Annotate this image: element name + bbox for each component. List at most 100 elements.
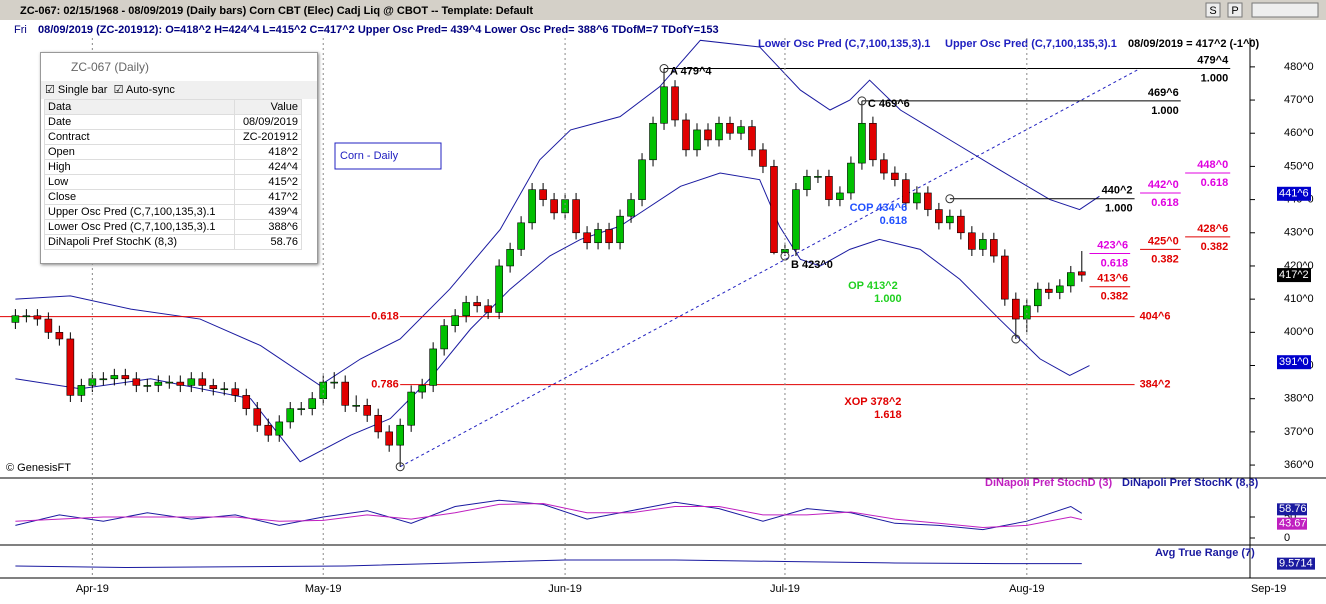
level-label: 423^6	[1097, 239, 1128, 251]
candle-body	[110, 375, 119, 380]
candle-body	[825, 176, 833, 200]
pivot-marker	[1011, 334, 1021, 344]
window-controls[interactable]	[1251, 2, 1319, 18]
trendline	[399, 68, 1141, 468]
s-button[interactable]	[1205, 2, 1221, 18]
candle-body	[165, 381, 174, 384]
candle-body	[605, 229, 613, 244]
level-ratio: 0.382	[1201, 241, 1229, 253]
candle-body	[275, 421, 284, 436]
last-note: 08/09/2019 = 417^2 (-1^0)	[1128, 38, 1260, 50]
candle-body	[660, 86, 668, 124]
price-panel	[0, 39, 1231, 472]
stoch-line	[15, 503, 1082, 529]
candle-body	[539, 189, 547, 200]
candle-body	[671, 86, 679, 121]
objective-ratio: 1.000	[874, 293, 902, 305]
title-bar	[0, 0, 1326, 20]
osc-band	[15, 172, 1090, 463]
atr-value-box	[1277, 557, 1315, 570]
data-row: Close 417^2	[44, 189, 303, 205]
candle-body	[231, 388, 240, 396]
legend-lower: Lower Osc Pred (C,7,100,135,3).1	[758, 38, 930, 50]
option[interactable]: Auto-sync	[125, 84, 175, 96]
candle-body	[616, 215, 624, 244]
candle-body	[979, 239, 987, 250]
candle-body	[429, 348, 437, 386]
candle-body	[363, 405, 371, 416]
cell: Date	[44, 114, 235, 130]
level-ratio: 1.000	[1151, 105, 1179, 117]
candle-body	[858, 122, 866, 164]
candle-body	[385, 431, 393, 446]
price-highlight	[1277, 268, 1311, 283]
column-header: Value	[233, 99, 303, 115]
legend-upper: Upper Osc Pred (C,7,100,135,3).1	[945, 38, 1117, 50]
chart-label-box	[334, 142, 442, 170]
stoch-value: 43.67	[1279, 518, 1307, 530]
candle-body	[847, 162, 855, 194]
candle-body	[33, 315, 42, 320]
y-tick-label: 450^0	[1284, 160, 1314, 172]
status-text: 08/09/2019 (ZC-201912): O=418^2 H=424^4 …	[38, 24, 719, 36]
y-tick-label: 400^0	[1284, 326, 1314, 338]
cell: 415^2	[233, 174, 303, 190]
candle-body	[803, 176, 811, 190]
candle-body	[649, 122, 657, 161]
price-highlight	[1277, 186, 1311, 201]
level-label: 448^0	[1197, 159, 1228, 171]
cell: High	[44, 159, 235, 175]
price-highlight	[1277, 355, 1311, 370]
pivot-marker	[780, 251, 790, 261]
level-label: 428^6	[1197, 223, 1228, 235]
window-title: ZC-067: 02/15/1968 - 08/09/2019 (Daily b…	[20, 5, 533, 17]
pivot-marker	[395, 462, 405, 472]
candle-body	[209, 385, 218, 390]
atr-title: Avg True Range (7)	[1155, 547, 1255, 559]
candle-body	[11, 315, 20, 323]
y-tick-label: 470^0	[1284, 94, 1314, 106]
data-row: DiNapoli Pref StochK (8,3) 58.76	[44, 234, 303, 250]
stoch-line	[15, 499, 1083, 531]
candle-body	[1067, 272, 1075, 287]
p-button-label: P	[1231, 5, 1238, 17]
osc-band	[15, 39, 1100, 387]
atr-value: 9.5714	[1279, 558, 1313, 570]
y-tick-label: 460^0	[1284, 127, 1314, 139]
candle-body	[1023, 305, 1031, 320]
candle-body	[715, 122, 723, 141]
x-tick-label: Sep-19	[1251, 583, 1286, 595]
data-row: Open 418^2	[44, 144, 303, 160]
cell: 58.76	[233, 234, 303, 250]
pivot-label: A 479^4	[670, 65, 712, 77]
y-tick-label: 410^0	[1284, 293, 1314, 305]
candle-body	[330, 381, 339, 384]
p-button[interactable]	[1227, 2, 1243, 18]
candle-body	[132, 378, 141, 386]
candle-body	[737, 126, 745, 134]
candle-body	[880, 159, 888, 174]
candle-body	[22, 315, 31, 318]
candle-body	[176, 381, 185, 386]
y-tick-label: 430^0	[1284, 227, 1314, 239]
candle-body	[220, 388, 229, 391]
data-window[interactable]: ZC-067 (Daily) ☑ Single bar ☑ Auto-sync …	[40, 52, 318, 264]
data-row: Upper Osc Pred (C,7,100,135,3).1 439^4	[44, 204, 303, 220]
status-day: Fri	[14, 24, 27, 36]
cell: Contract	[44, 129, 235, 145]
stoch-value-box	[1277, 503, 1307, 516]
x-tick-label: Apr-19	[76, 583, 109, 595]
option[interactable]: Single bar	[57, 84, 108, 96]
objective-ratio: 0.618	[880, 215, 908, 227]
pivot-marker	[659, 64, 669, 74]
pivot-marker	[945, 194, 955, 204]
candle-body	[77, 385, 86, 396]
s-button-label: S	[1209, 5, 1216, 17]
level-label: 384^2	[1140, 378, 1171, 390]
candle-body	[968, 232, 976, 250]
cell: Low	[44, 174, 235, 190]
candle-body	[957, 215, 965, 234]
level-label: 413^6	[1097, 273, 1128, 285]
cell: 424^4	[233, 159, 303, 175]
